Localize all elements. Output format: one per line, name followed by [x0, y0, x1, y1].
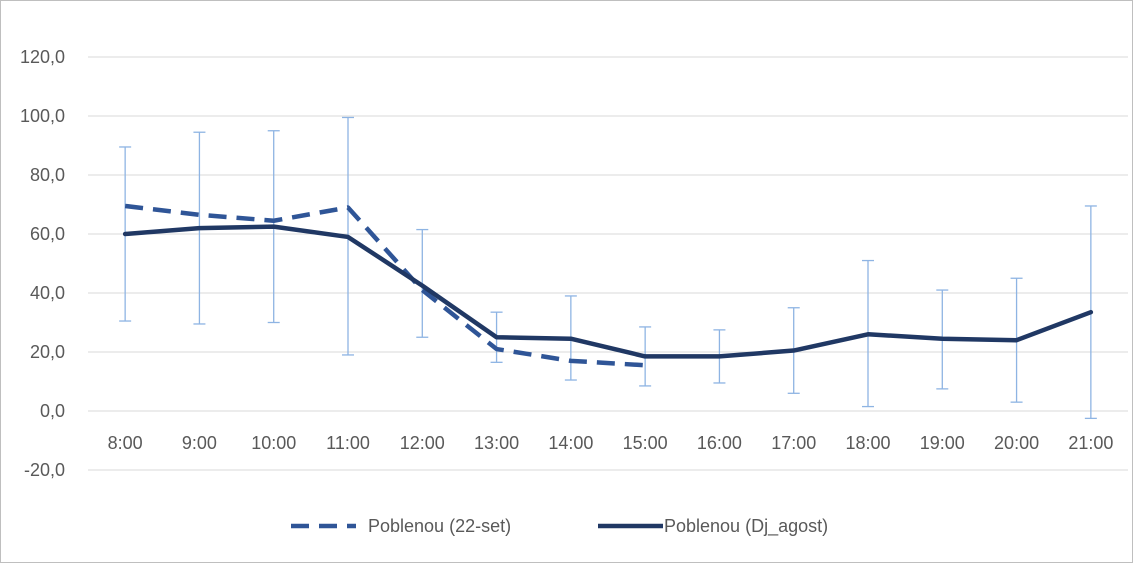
x-tick-label: 16:00	[697, 433, 742, 453]
x-tick-label: 8:00	[108, 433, 143, 453]
x-tick-label: 9:00	[182, 433, 217, 453]
legend-label-1: Poblenou (22-set)	[368, 516, 511, 536]
y-tick-label: 0,0	[40, 401, 65, 421]
x-tick-label: 10:00	[251, 433, 296, 453]
x-tick-label: 21:00	[1068, 433, 1113, 453]
x-tick-label: 17:00	[771, 433, 816, 453]
legend-label-2: Poblenou (Dj_agost)	[664, 516, 828, 537]
x-tick-label: 11:00	[326, 433, 370, 453]
series-line-2	[122, 224, 1094, 359]
x-tick-label: 19:00	[920, 433, 965, 453]
y-tick-label: 20,0	[30, 342, 65, 362]
y-tick-label: 60,0	[30, 224, 65, 244]
x-tick-label: 20:00	[994, 433, 1039, 453]
x-tick-label: 12:00	[400, 433, 445, 453]
x-tick-label: 14:00	[548, 433, 593, 453]
y-tick-label: 120,0	[20, 47, 65, 67]
y-tick-label: 40,0	[30, 283, 65, 303]
y-tick-label: 80,0	[30, 165, 65, 185]
y-tick-label: 100,0	[20, 106, 65, 126]
y-tick-label: -20,0	[24, 460, 65, 480]
x-tick-label: 15:00	[623, 433, 668, 453]
x-tick-label: 13:00	[474, 433, 519, 453]
series-line-1	[124, 203, 646, 368]
x-tick-label: 18:00	[845, 433, 890, 453]
